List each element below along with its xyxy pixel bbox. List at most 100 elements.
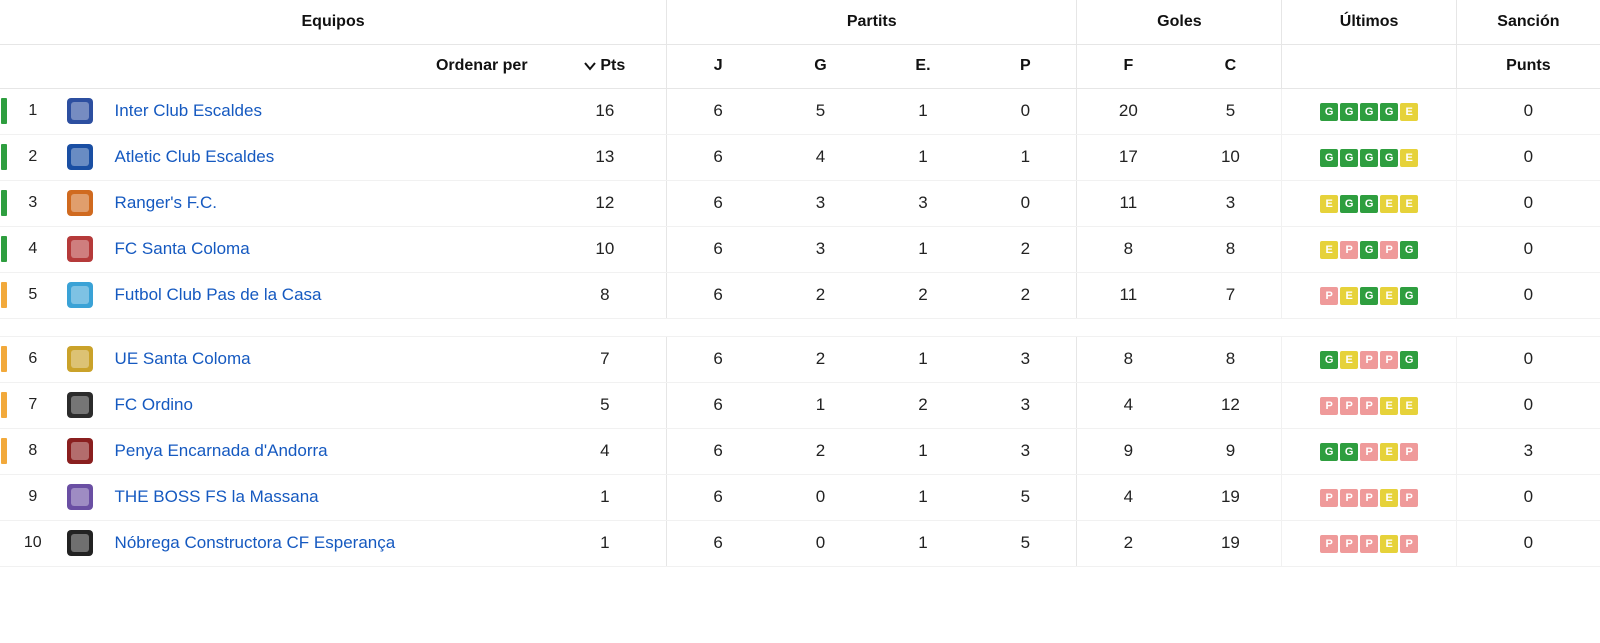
team-crest[interactable] bbox=[57, 382, 102, 428]
team-crest[interactable] bbox=[57, 336, 102, 382]
form-result[interactable]: P bbox=[1380, 241, 1398, 259]
form-result[interactable]: P bbox=[1360, 397, 1378, 415]
form-result[interactable]: P bbox=[1340, 241, 1358, 259]
team-link[interactable]: Penya Encarnada d'Andorra bbox=[115, 441, 328, 460]
form-result[interactable]: P bbox=[1320, 489, 1338, 507]
form-result[interactable]: P bbox=[1360, 535, 1378, 553]
team-crest[interactable] bbox=[57, 134, 102, 180]
form-result[interactable]: G bbox=[1360, 241, 1378, 259]
form-result[interactable]: P bbox=[1320, 397, 1338, 415]
form-result[interactable]: G bbox=[1340, 103, 1358, 121]
form-cell: PPPEE bbox=[1282, 382, 1456, 428]
stat-j: 6 bbox=[667, 428, 770, 474]
team-link[interactable]: Futbol Club Pas de la Casa bbox=[115, 285, 322, 304]
team-crest[interactable] bbox=[57, 474, 102, 520]
form-result[interactable]: P bbox=[1400, 443, 1418, 461]
form-result[interactable]: P bbox=[1400, 535, 1418, 553]
form-result[interactable]: E bbox=[1380, 489, 1398, 507]
team-crest[interactable] bbox=[57, 428, 102, 474]
form-result[interactable]: G bbox=[1320, 351, 1338, 369]
rank: 3 bbox=[8, 180, 57, 226]
form-result[interactable]: P bbox=[1340, 535, 1358, 553]
col-c[interactable]: C bbox=[1179, 44, 1282, 88]
col-p[interactable]: P bbox=[974, 44, 1077, 88]
form-result[interactable]: G bbox=[1340, 443, 1358, 461]
stat-p: 5 bbox=[974, 474, 1077, 520]
header-equipos[interactable]: Equipos bbox=[0, 0, 667, 44]
form-result[interactable]: G bbox=[1340, 149, 1358, 167]
form-result[interactable]: P bbox=[1360, 351, 1378, 369]
form-result[interactable]: E bbox=[1340, 351, 1358, 369]
form-result[interactable]: E bbox=[1320, 241, 1338, 259]
form-result[interactable]: E bbox=[1400, 103, 1418, 121]
col-f[interactable]: F bbox=[1077, 44, 1180, 88]
form-result[interactable]: G bbox=[1380, 103, 1398, 121]
team-link[interactable]: Atletic Club Escaldes bbox=[115, 147, 275, 166]
header-goles[interactable]: Goles bbox=[1077, 0, 1282, 44]
form-result[interactable]: E bbox=[1400, 149, 1418, 167]
form-result[interactable]: G bbox=[1380, 149, 1398, 167]
team-crest[interactable] bbox=[57, 88, 102, 134]
form-result[interactable]: E bbox=[1340, 287, 1358, 305]
form-result[interactable]: E bbox=[1400, 195, 1418, 213]
qualification-marker bbox=[0, 474, 8, 520]
form-result[interactable]: P bbox=[1360, 443, 1378, 461]
form-result[interactable]: P bbox=[1340, 397, 1358, 415]
form-result[interactable]: P bbox=[1360, 489, 1378, 507]
form-result[interactable]: G bbox=[1400, 241, 1418, 259]
team-link[interactable]: THE BOSS FS la Massana bbox=[115, 487, 319, 506]
team-link[interactable]: FC Ordino bbox=[115, 395, 193, 414]
team-crest[interactable] bbox=[57, 272, 102, 318]
form-result[interactable]: P bbox=[1340, 489, 1358, 507]
form-result[interactable]: E bbox=[1400, 397, 1418, 415]
form-result[interactable]: E bbox=[1380, 535, 1398, 553]
col-pts[interactable]: Pts bbox=[544, 44, 667, 88]
form-result[interactable]: P bbox=[1320, 287, 1338, 305]
team-link[interactable]: Inter Club Escaldes bbox=[115, 101, 262, 120]
form-cell: GGGGE bbox=[1282, 134, 1456, 180]
header-partits[interactable]: Partits bbox=[667, 0, 1077, 44]
stat-pts: 16 bbox=[544, 88, 667, 134]
form-result[interactable]: G bbox=[1400, 287, 1418, 305]
stat-c: 8 bbox=[1179, 226, 1282, 272]
team-name-cell: Futbol Club Pas de la Casa bbox=[103, 272, 544, 318]
team-crest[interactable] bbox=[57, 180, 102, 226]
qualification-marker bbox=[0, 428, 8, 474]
form-result[interactable]: G bbox=[1360, 103, 1378, 121]
sort-by-label: Ordenar per bbox=[0, 44, 544, 88]
form-result[interactable]: P bbox=[1400, 489, 1418, 507]
sanction-points: 0 bbox=[1456, 272, 1600, 318]
form-result[interactable]: P bbox=[1380, 351, 1398, 369]
form-result[interactable]: E bbox=[1380, 443, 1398, 461]
header-ultimos[interactable]: Últimos bbox=[1282, 0, 1456, 44]
team-crest[interactable] bbox=[57, 520, 102, 566]
stat-e: 1 bbox=[872, 428, 975, 474]
stat-pts: 1 bbox=[544, 520, 667, 566]
form-result[interactable]: G bbox=[1320, 103, 1338, 121]
form-result[interactable]: G bbox=[1360, 287, 1378, 305]
col-e[interactable]: E. bbox=[872, 44, 975, 88]
form-result[interactable]: G bbox=[1320, 149, 1338, 167]
form-result[interactable]: G bbox=[1340, 195, 1358, 213]
form-result[interactable]: G bbox=[1320, 443, 1338, 461]
stat-e: 1 bbox=[872, 520, 975, 566]
header-sancion[interactable]: Sanción bbox=[1456, 0, 1600, 44]
form-result[interactable]: G bbox=[1360, 195, 1378, 213]
team-link[interactable]: Nóbrega Constructora CF Esperança bbox=[115, 533, 396, 552]
col-punts[interactable]: Punts bbox=[1456, 44, 1600, 88]
stat-j: 6 bbox=[667, 226, 770, 272]
team-link[interactable]: FC Santa Coloma bbox=[115, 239, 250, 258]
form-result[interactable]: G bbox=[1360, 149, 1378, 167]
team-link[interactable]: UE Santa Coloma bbox=[115, 349, 251, 368]
form-result[interactable]: E bbox=[1380, 397, 1398, 415]
team-crest[interactable] bbox=[57, 226, 102, 272]
form-result[interactable]: E bbox=[1320, 195, 1338, 213]
team-link[interactable]: Ranger's F.C. bbox=[115, 193, 217, 212]
form-result[interactable]: P bbox=[1320, 535, 1338, 553]
form-result[interactable]: G bbox=[1400, 351, 1418, 369]
col-j[interactable]: J bbox=[667, 44, 770, 88]
stat-f: 2 bbox=[1077, 520, 1180, 566]
form-result[interactable]: E bbox=[1380, 195, 1398, 213]
col-g[interactable]: G bbox=[769, 44, 872, 88]
form-result[interactable]: E bbox=[1380, 287, 1398, 305]
